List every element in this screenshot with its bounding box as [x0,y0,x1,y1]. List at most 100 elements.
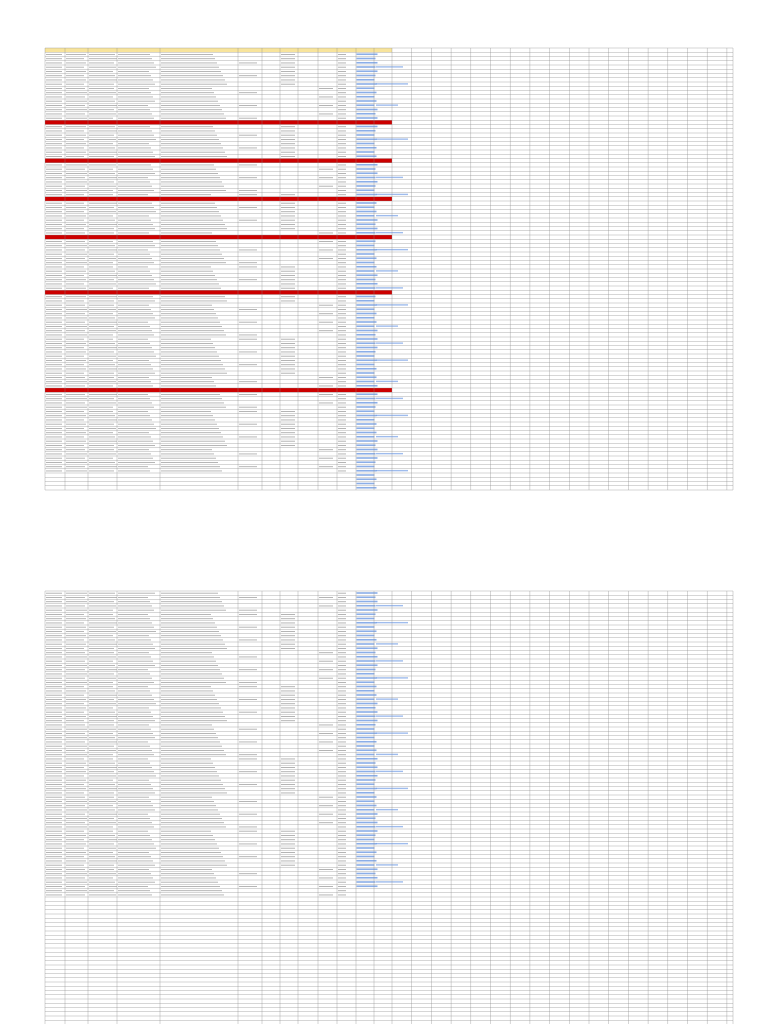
link-cell [356,270,375,272]
link-cell [356,380,375,383]
link-cell [356,647,378,650]
link-cell [356,478,377,481]
link-cell [356,660,376,662]
link-cell [356,146,377,149]
link-cell [356,346,378,349]
link-cell [356,163,378,166]
link-overflow [376,342,403,344]
link-cell [356,350,376,353]
link-cell [356,626,375,628]
link-cell [356,227,378,230]
link-cell [356,210,377,213]
link-cell [356,193,377,196]
link-cell [356,736,375,739]
link-overflow [376,698,398,700]
link-cell [356,787,377,790]
link-cell [356,359,377,362]
link-cell [356,864,375,866]
link-cell [356,668,376,671]
link-cell [356,134,375,136]
link-cell [356,817,376,820]
link-cell [356,223,376,226]
link-cell [356,732,377,735]
sheet-background [45,591,733,1024]
link-overflow [376,270,398,272]
link-cell [356,745,375,747]
link-cell [356,830,378,832]
link-cell [356,440,378,442]
link-cell [356,333,376,336]
link-cell [356,325,375,328]
link-cell [356,393,378,396]
link-cell [356,138,377,141]
link-cell [356,740,377,743]
link-overflow [376,452,403,455]
highlight-row [45,235,392,240]
link-cell [356,74,376,77]
link-cell [356,117,378,119]
link-cell [356,757,378,760]
link-cell [356,376,377,379]
link-cell [356,617,375,620]
link-cell [356,859,377,862]
link-cell [356,711,378,713]
link-cell [356,630,377,633]
link-cell [356,295,376,298]
link-cell [356,274,378,277]
link-cell [356,66,376,68]
link-cell [356,180,378,183]
link-cell [356,308,375,311]
lower-sheet-block [44,590,734,1024]
link-cell [356,609,378,611]
link-cell [356,800,375,803]
link-cell [356,287,376,289]
link-cell [356,363,375,366]
link-cell [356,418,375,421]
link-cell [356,821,378,824]
link-cell [356,702,378,705]
link-cell [356,783,375,786]
link-cell [356,465,375,468]
link-cell [356,125,378,128]
link-cell [356,655,378,658]
link-cell [356,448,378,451]
link-cell [356,253,375,255]
link-cell [356,87,375,90]
link-cell [356,397,376,400]
header-cell [374,48,392,53]
link-cell [356,774,378,777]
link-cell [356,261,375,264]
link-cell [356,278,376,281]
link-cell [356,57,376,60]
link-cell [356,367,377,370]
link-cell [356,100,377,102]
link-cell [356,469,377,472]
link-cell [356,749,377,752]
link-cell [356,813,378,815]
link-cell [356,423,377,425]
link-cell [356,329,378,332]
link-cell [356,474,375,476]
link-cell [356,881,376,883]
link-cell [356,694,377,696]
link-cell [356,664,378,667]
link-cell [356,240,376,243]
link-cell [356,151,375,153]
link-cell [356,600,378,603]
link-cell [356,282,378,285]
link-cell [356,185,376,187]
link-cell [356,257,377,260]
link-cell [356,728,375,730]
link-cell [356,791,375,794]
link-overflow [376,435,398,438]
link-cell [356,613,376,616]
link-cell [356,638,377,641]
link-cell [356,876,378,879]
highlight-row [45,120,392,125]
link-cell [356,796,377,798]
link-cell [356,842,377,845]
link-overflow [376,287,403,289]
link-cell [356,316,375,319]
link-overflow [376,770,403,773]
link-cell [356,155,377,158]
